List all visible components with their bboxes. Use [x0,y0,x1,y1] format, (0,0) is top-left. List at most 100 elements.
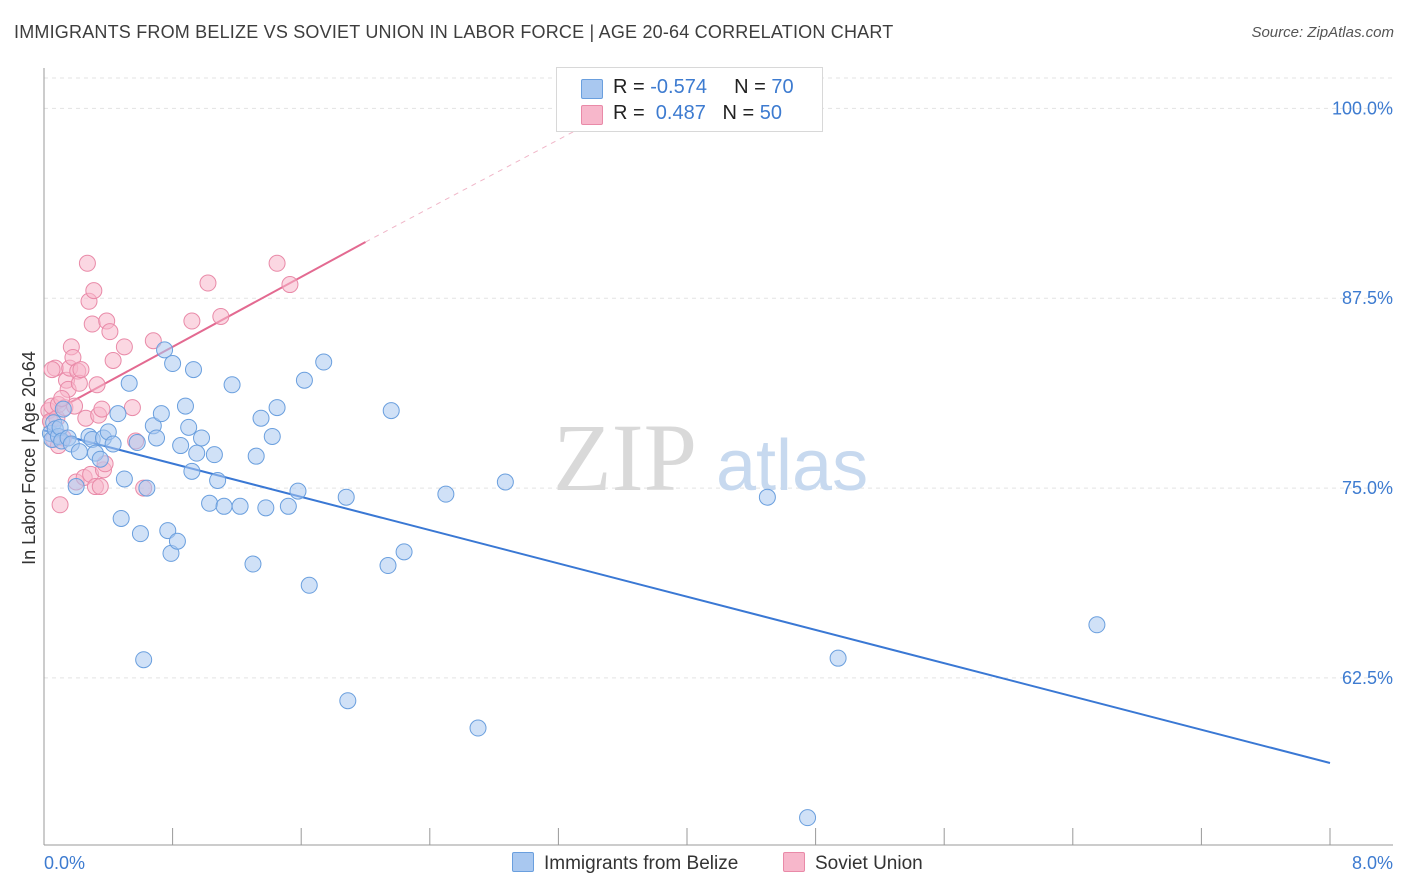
grid-lines [44,77,1393,679]
belize-point [758,488,776,506]
soviet-point [91,478,109,496]
soviet-point [212,307,230,325]
soviet-trend-extension [365,130,575,243]
belize-point [70,443,88,461]
soviet-point [268,254,286,272]
belize-point [164,355,182,373]
soviet-point [144,332,162,350]
source-label: Source: ZipAtlas.com [1251,24,1394,41]
legend-n-value: 50 [759,102,783,124]
belize-point [138,479,156,497]
x-tick-label: 8.0% [1352,853,1393,873]
belize-point [252,409,270,427]
bottom-legend-belize-label: Immigrants from Belize [544,853,739,874]
legend-n-label: N = [722,102,755,124]
y-tick-label: 62.5% [1342,668,1393,688]
belize-point [382,402,400,420]
belize-point [339,692,357,710]
belize-point [300,576,318,594]
belize-point [54,400,72,418]
legend-row-soviet: R = 0.487 N = 50 [613,102,782,125]
soviet-point [78,254,96,272]
y-tick-label: 100.0% [1332,98,1393,118]
soviet-point [51,496,69,514]
belize-point [263,427,281,445]
y-tick-label: 87.5% [1342,288,1393,308]
belize-point [295,371,313,389]
x-tick-label: 0.0% [44,853,85,873]
soviet-point [281,276,299,294]
watermark-atlas: atlas [716,426,868,506]
correlation-legend: R = -0.574 N = 70 R = 0.487 N = 50 [556,67,823,132]
y-axis-title: In Labor Force | Age 20-64 [19,351,39,565]
belize-point [128,434,146,452]
legend-swatch-soviet [581,105,603,125]
belize-point [215,497,233,515]
belize-point [152,405,170,423]
belize-point [205,446,223,464]
legend-swatch-belize [581,79,603,99]
soviet-point [43,361,61,379]
belize-point [799,809,817,827]
belize-point [115,470,133,488]
legend-r-label: R = [613,102,645,124]
bottom-legend-soviet-label: Soviet Union [815,853,923,874]
belize-point [159,522,177,540]
belize-point [247,447,265,465]
belize-point [156,341,174,359]
belize-point [469,719,487,737]
belize-point [183,462,201,480]
chart-title: IMMIGRANTS FROM BELIZE VS SOVIET UNION I… [14,22,894,42]
soviet-point [93,400,111,418]
bottom-legend-soviet: Soviet Union [783,852,923,875]
soviet-point [115,338,133,356]
bottom-swatch-soviet [783,852,805,872]
belize-point [268,399,286,417]
soviet-point [183,312,201,330]
legend-r-label: R = [613,76,645,98]
belize-point [168,532,186,550]
belize-point [1088,616,1106,634]
belize-point [201,494,219,512]
belize-point [148,429,166,447]
soviet-point [85,282,103,300]
belize-point [109,405,127,423]
bottom-legend-belize: Immigrants from Belize [512,852,738,875]
soviet-point [83,315,101,333]
belize-point [395,543,413,561]
belize-point [437,485,455,503]
belize-point [244,555,262,573]
belize-point [193,429,211,447]
belize-point [91,450,109,468]
belize-point [172,437,190,455]
legend-n-value: 70 [771,76,794,98]
soviet-point [101,323,119,341]
belize-point [176,397,194,415]
legend-row-belize: R = -0.574 N = 70 [613,76,794,99]
belize-point [337,488,355,506]
tick-labels: 100.0% 87.5% 75.0% 62.5% 0.0% 8.0% [44,98,1393,873]
axes [43,68,1393,846]
soviet-point [88,376,106,394]
belize-point [829,649,847,667]
belize-point [209,471,227,489]
watermark-zip: ZIP [553,404,697,511]
belize-point [379,557,397,575]
data-points [40,254,1106,827]
belize-point [184,361,202,379]
belize-point [180,418,198,436]
belize-point [315,353,333,371]
legend-r-value: -0.574 [650,76,707,98]
legend-n-label: N = [734,76,766,98]
belize-point [67,478,85,496]
belize-point [135,651,153,669]
belize-point [257,499,275,517]
belize-point [289,482,307,500]
belize-point [104,435,122,453]
legend-r-value: 0.487 [650,102,706,124]
soviet-point [123,399,141,417]
belize-point [279,497,297,515]
belize-point [112,509,130,527]
y-tick-label: 75.0% [1342,478,1393,498]
